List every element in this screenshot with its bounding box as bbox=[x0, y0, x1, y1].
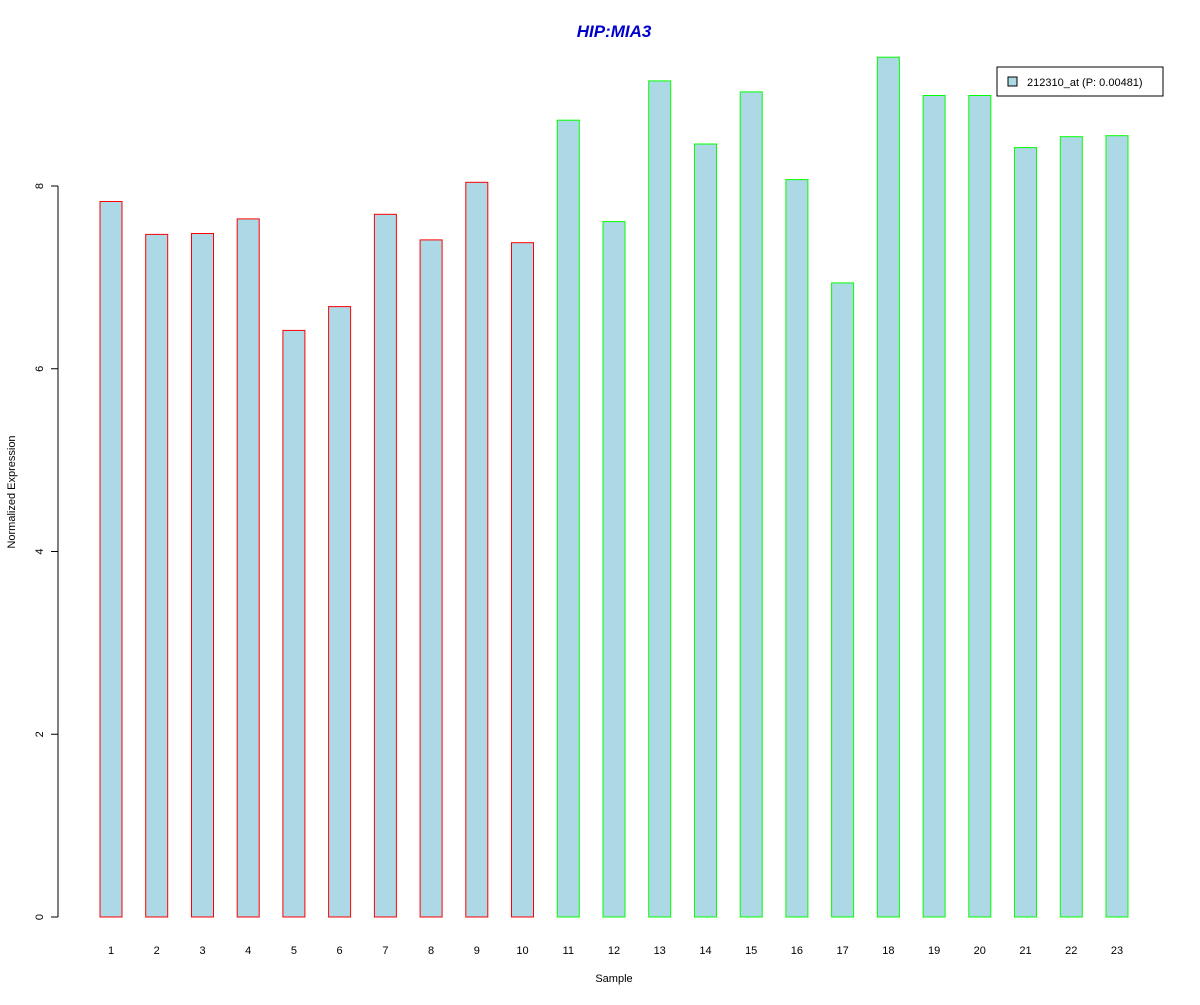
y-tick-label: 0 bbox=[34, 914, 46, 920]
x-tick-label: 17 bbox=[836, 945, 848, 957]
x-tick-label: 21 bbox=[1019, 945, 1031, 957]
x-tick-label: 1 bbox=[108, 945, 114, 957]
bar-sample-18 bbox=[876, 56, 900, 918]
y-tick-label: 4 bbox=[34, 548, 46, 554]
bar-sample-19 bbox=[922, 95, 946, 918]
x-tick-label: 5 bbox=[291, 945, 297, 957]
legend-label: 212310_at (P: 0.00481) bbox=[1027, 77, 1143, 89]
x-tick-label: 15 bbox=[745, 945, 757, 957]
x-tick-label: 8 bbox=[428, 945, 434, 957]
x-tick-label: 11 bbox=[563, 945, 574, 957]
x-tick-label: 3 bbox=[199, 945, 205, 957]
bar-sample-10 bbox=[511, 242, 534, 918]
bar-sample-1 bbox=[99, 201, 123, 918]
bar-sample-22 bbox=[1059, 136, 1083, 918]
legend-swatch bbox=[1007, 76, 1018, 87]
bar-sample-20 bbox=[968, 95, 992, 918]
legend-box bbox=[996, 66, 1164, 97]
y-tick-label: 6 bbox=[34, 366, 46, 372]
bar-sample-21 bbox=[1014, 147, 1037, 918]
x-tick-label: 12 bbox=[608, 945, 620, 957]
bar-sample-17 bbox=[831, 282, 855, 918]
x-tick-label: 6 bbox=[337, 945, 343, 957]
x-tick-label: 9 bbox=[474, 945, 480, 957]
bar-sample-7 bbox=[373, 213, 397, 918]
chart-title: HIP:MIA3 bbox=[577, 22, 652, 41]
x-tick-label: 13 bbox=[654, 945, 666, 957]
bar-sample-11 bbox=[556, 119, 580, 918]
x-tick-label: 18 bbox=[882, 945, 894, 957]
bar-sample-2 bbox=[145, 233, 169, 918]
x-tick-label: 22 bbox=[1065, 945, 1077, 957]
bar-sample-15 bbox=[739, 91, 763, 918]
bar-sample-6 bbox=[328, 306, 352, 918]
x-tick-label: 19 bbox=[928, 945, 940, 957]
x-tick-label: 2 bbox=[154, 945, 160, 957]
bar-sample-9 bbox=[465, 181, 489, 918]
bar-sample-23 bbox=[1105, 135, 1129, 918]
x-tick-label: 14 bbox=[699, 945, 711, 957]
y-axis-label: Normalized Expression bbox=[6, 435, 18, 548]
legend: 212310_at (P: 0.00481) bbox=[996, 66, 1164, 97]
x-tick-label: 7 bbox=[382, 945, 388, 957]
bar-sample-8 bbox=[419, 239, 443, 918]
bar-sample-14 bbox=[694, 143, 717, 918]
bar-sample-5 bbox=[282, 329, 306, 918]
y-tick-label: 2 bbox=[34, 731, 46, 737]
x-tick-label: 20 bbox=[974, 945, 986, 957]
bar-sample-16 bbox=[785, 179, 809, 918]
x-tick-label: 10 bbox=[516, 945, 528, 957]
bar-sample-4 bbox=[236, 218, 260, 918]
bar-sample-13 bbox=[648, 80, 672, 918]
x-tick-label: 4 bbox=[245, 945, 251, 957]
x-tick-label: 23 bbox=[1111, 945, 1123, 957]
x-axis-label: Sample bbox=[595, 973, 632, 985]
x-tick-label: 16 bbox=[791, 945, 803, 957]
bar-sample-12 bbox=[602, 221, 626, 918]
bar-sample-3 bbox=[191, 233, 214, 918]
y-tick-label: 8 bbox=[34, 183, 46, 189]
